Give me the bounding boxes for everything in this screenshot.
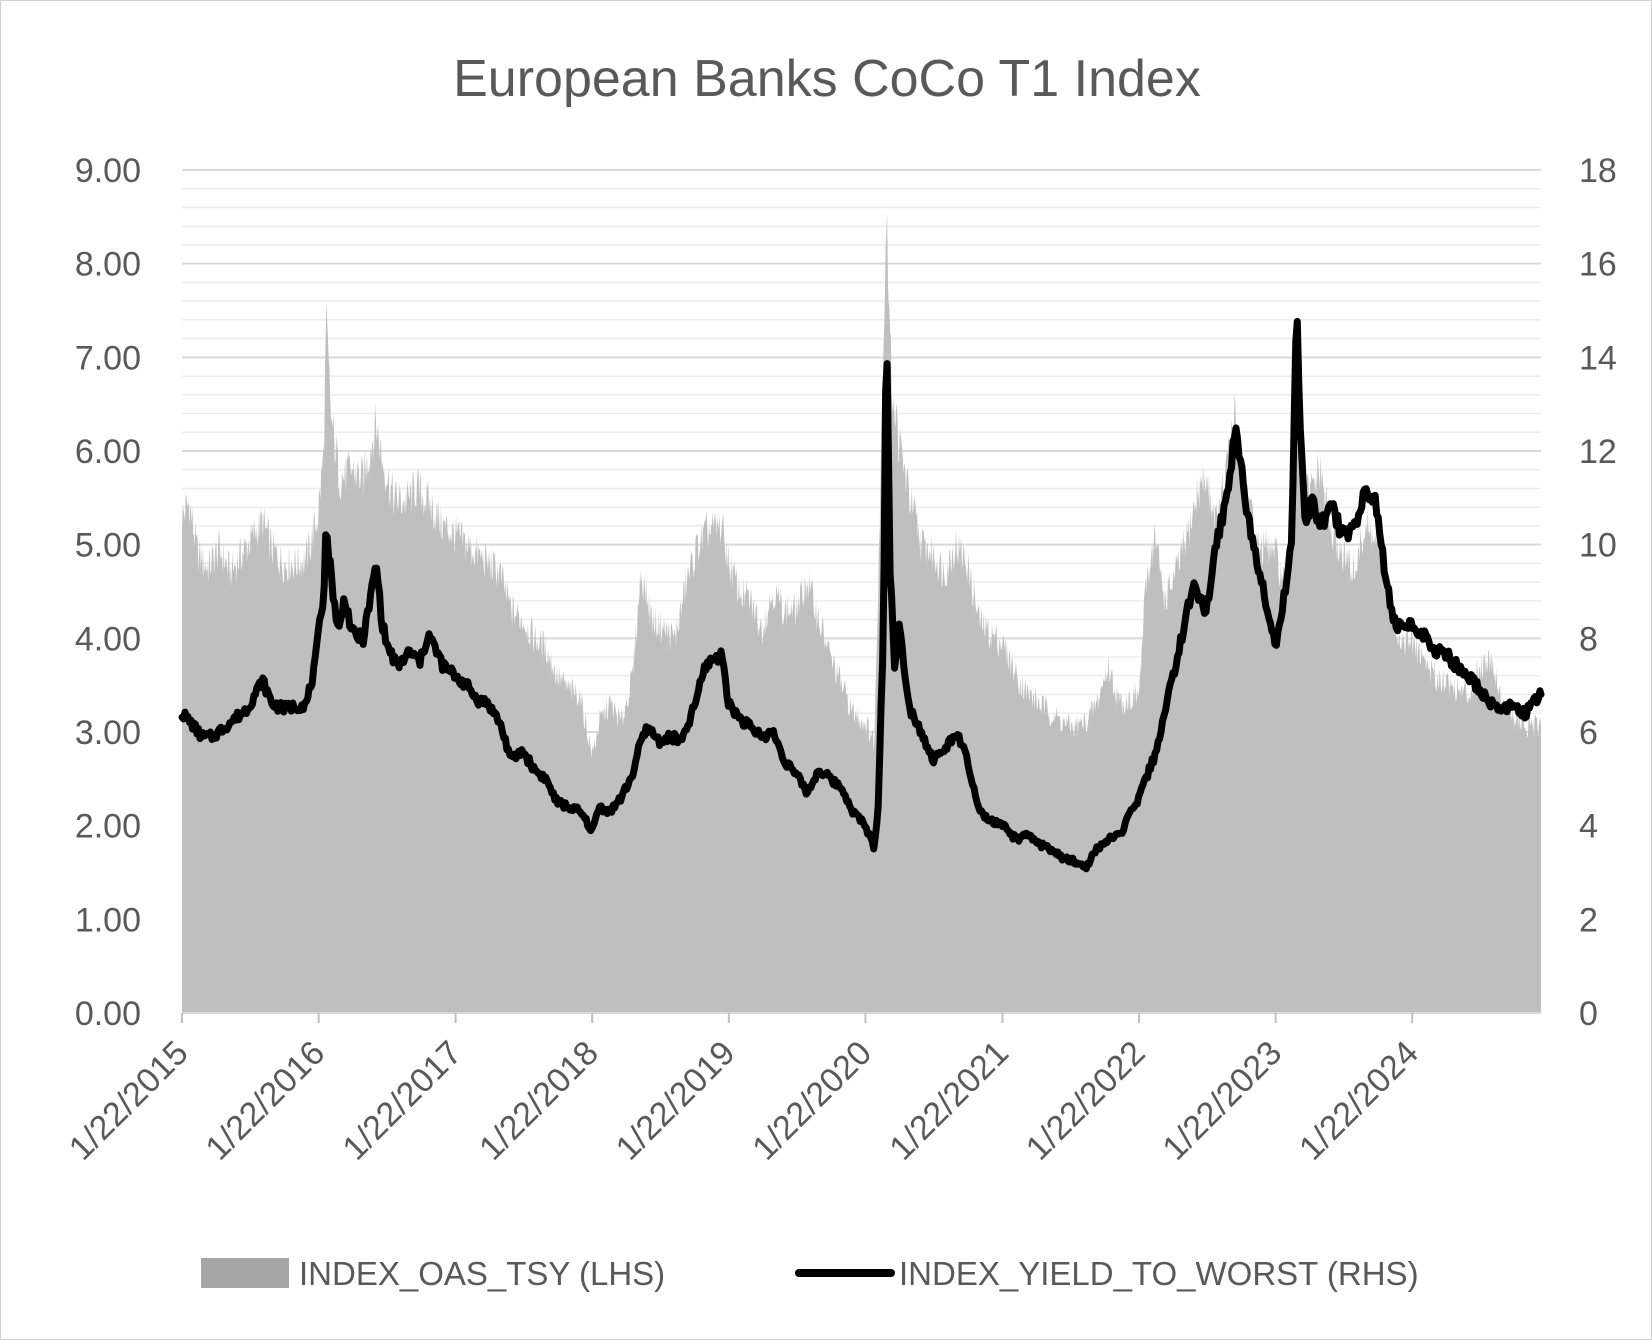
y-left-tick-label: 5.00 [75,527,141,565]
ytw-line [178,317,1545,873]
legend: INDEX_OAS_TSY (LHS) INDEX_YIELD_TO_WORST… [201,1255,1419,1292]
chart-title-group: European Banks CoCo T1 Index [453,50,1201,108]
y-left-tick-label: 6.00 [75,433,141,471]
oas-area-series [182,211,1541,1013]
x-tick-label: 1/22/2019 [609,1034,743,1168]
y-right-tick-label: 12 [1579,433,1617,471]
y-left-tick-label: 8.00 [75,246,141,284]
y-right-tick-label: 2 [1579,901,1598,939]
y-right-tick-label: 16 [1579,246,1617,284]
y-right-tick-label: 10 [1579,527,1617,565]
y-right-tick-label: 4 [1579,808,1598,846]
y-left-tick-label: 0.00 [75,995,141,1033]
y-right-tick-label: 14 [1579,339,1617,377]
chart-title: European Banks CoCo T1 Index [453,50,1201,108]
x-tick-label: 1/22/2015 [62,1034,196,1168]
ytw-line-series [178,317,1545,873]
x-axis [181,1012,1541,1023]
y-axis-left-ticks: 0.00 1.00 2.00 3.00 4.00 5.00 6.00 7.00 8.00 9.00 [75,152,141,1033]
y-left-tick-label: 9.00 [75,152,141,190]
x-tick-label: 1/22/2017 [335,1034,469,1168]
oas-area [182,211,1541,1013]
y-right-tick-label: 18 [1579,152,1617,190]
legend-label-oas: INDEX_OAS_TSY (LHS) [299,1255,665,1292]
x-tick-label: 1/22/2021 [882,1034,1016,1168]
x-tick-label: 1/22/2018 [472,1034,606,1168]
x-axis-tick-labels: 1/22/2015 1/22/2016 1/22/2017 1/22/2018 1/22… [62,1034,1426,1168]
y-left-tick-label: 4.00 [75,620,141,658]
x-tick-label: 1/22/2022 [1019,1034,1153,1168]
y-left-tick-label: 7.00 [75,339,141,377]
legend-swatch-oas [201,1258,289,1288]
y-left-tick-label: 3.00 [75,714,141,752]
y-right-tick-label: 0 [1579,995,1598,1033]
legend-label-ytw: INDEX_YIELD_TO_WORST (RHS) [899,1255,1419,1292]
y-right-tick-label: 6 [1579,714,1598,752]
y-left-tick-label: 1.00 [75,901,141,939]
x-tick-label: 1/22/2023 [1155,1034,1289,1168]
y-axis-right-ticks: 0 2 4 6 8 10 12 14 16 18 [1579,152,1617,1033]
x-tick-label: 1/22/2024 [1292,1034,1426,1168]
x-tick-label: 1/22/2016 [198,1034,332,1168]
y-right-tick-label: 8 [1579,620,1598,658]
x-tick-label: 1/22/2020 [745,1034,879,1168]
y-left-tick-label: 2.00 [75,808,141,846]
